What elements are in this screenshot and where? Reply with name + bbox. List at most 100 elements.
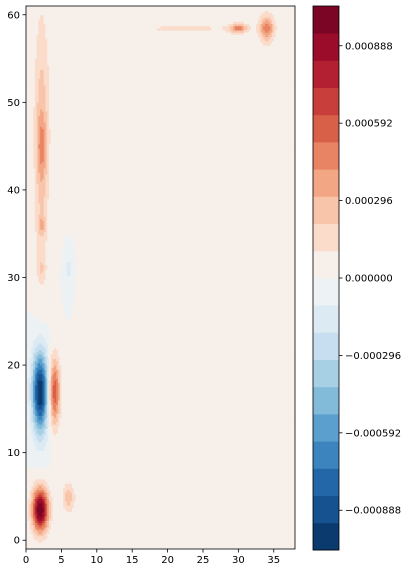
contour-cell <box>33 487 38 491</box>
contour-cell <box>45 30 227 33</box>
contour-cell <box>41 406 45 410</box>
contour-cell <box>49 178 296 182</box>
contour-cell <box>29 503 32 506</box>
contour-cell <box>75 259 296 263</box>
contour-cell <box>26 130 34 134</box>
contour-cell <box>33 345 38 348</box>
contour-cell <box>34 168 38 171</box>
contour-cell <box>59 380 62 383</box>
contour-cell <box>56 415 59 419</box>
contour-cell <box>43 428 46 432</box>
contour-cell <box>26 286 62 289</box>
contour-cell <box>270 21 273 24</box>
contour-cell <box>47 494 50 497</box>
contour-cell <box>36 378 43 381</box>
contour-cell <box>33 354 36 357</box>
x-tick-label: 25 <box>197 555 210 566</box>
contour-cell <box>56 400 59 403</box>
contour-cell <box>41 369 45 373</box>
contour-cell <box>59 397 62 401</box>
contour-cell <box>49 100 296 103</box>
contour-cell <box>38 200 45 204</box>
contour-cell <box>64 485 73 489</box>
contour-cell <box>63 494 66 497</box>
contour-cell <box>56 393 59 397</box>
contour-cell <box>49 84 296 88</box>
contour-cell <box>33 159 38 162</box>
contour-cell <box>26 535 34 539</box>
contour-cell <box>47 527 52 530</box>
contour-cell <box>52 516 296 519</box>
x-tick-label: 10 <box>90 555 103 566</box>
contour-cell <box>36 356 45 359</box>
contour-cell <box>38 373 43 377</box>
contour-cell <box>47 161 50 165</box>
contour-cell <box>31 417 34 421</box>
contour-cell <box>50 336 296 340</box>
contour-cell <box>47 222 296 226</box>
contour-cell <box>45 384 48 388</box>
contour-cell <box>36 233 41 237</box>
contour-cell <box>45 161 48 165</box>
contour-cell <box>257 19 262 22</box>
contour-cell <box>49 67 296 70</box>
contour-cell <box>26 56 38 59</box>
contour-cell <box>52 518 296 521</box>
contour-cell <box>61 408 296 412</box>
contour-cell <box>38 137 41 140</box>
contour-cell <box>49 78 296 81</box>
contour-cell <box>26 137 34 140</box>
contour-cell <box>26 60 36 64</box>
contour-cell <box>34 203 41 206</box>
contour-cell <box>38 492 45 495</box>
contour-cell <box>54 380 57 383</box>
contour-cell <box>56 386 59 390</box>
contour-cell <box>31 367 34 370</box>
contour-cell <box>36 380 39 383</box>
contour-cell <box>38 391 43 394</box>
contour-cell <box>45 413 48 416</box>
contour-cell <box>47 489 52 493</box>
contour-cell <box>26 196 36 200</box>
contour-cell <box>52 367 57 370</box>
contour-cell <box>38 496 43 500</box>
contour-cell <box>248 30 257 33</box>
contour-cell <box>75 277 296 281</box>
contour-cell <box>36 264 41 267</box>
contour-cell <box>38 150 41 154</box>
contour-cell <box>36 415 39 419</box>
contour-cell <box>50 505 53 508</box>
colorbar-segment <box>313 441 339 469</box>
contour-cell <box>38 505 43 508</box>
contour-cell <box>36 246 46 250</box>
contour-cell <box>49 386 52 390</box>
contour-cell <box>34 200 39 204</box>
contour-cell <box>73 305 296 309</box>
contour-cell <box>36 507 45 510</box>
contour-cell <box>33 126 38 130</box>
contour-cell <box>66 266 71 270</box>
contour-cell <box>38 397 43 401</box>
contour-cell <box>49 91 296 94</box>
contour-cell <box>52 365 55 368</box>
contour-cell <box>29 373 32 377</box>
contour-cell <box>36 36 46 40</box>
contour-cell <box>45 249 62 252</box>
contour-cell <box>66 262 71 265</box>
contour-cell <box>43 113 48 116</box>
contour-cell <box>33 380 36 383</box>
contour-cell <box>38 165 46 169</box>
contour-cell <box>50 338 296 342</box>
contour-cell <box>61 376 296 379</box>
contour-cell <box>63 498 66 502</box>
contour-cell <box>47 380 50 383</box>
contour-cell <box>34 443 46 447</box>
contour-cell <box>43 360 46 364</box>
contour-cell <box>47 391 50 394</box>
contour-cell <box>26 211 36 215</box>
contour-cell <box>45 159 48 162</box>
contour-cell <box>31 507 34 510</box>
contour-cell <box>72 485 296 489</box>
contour-cell <box>26 251 38 254</box>
contour-cell <box>33 395 36 399</box>
